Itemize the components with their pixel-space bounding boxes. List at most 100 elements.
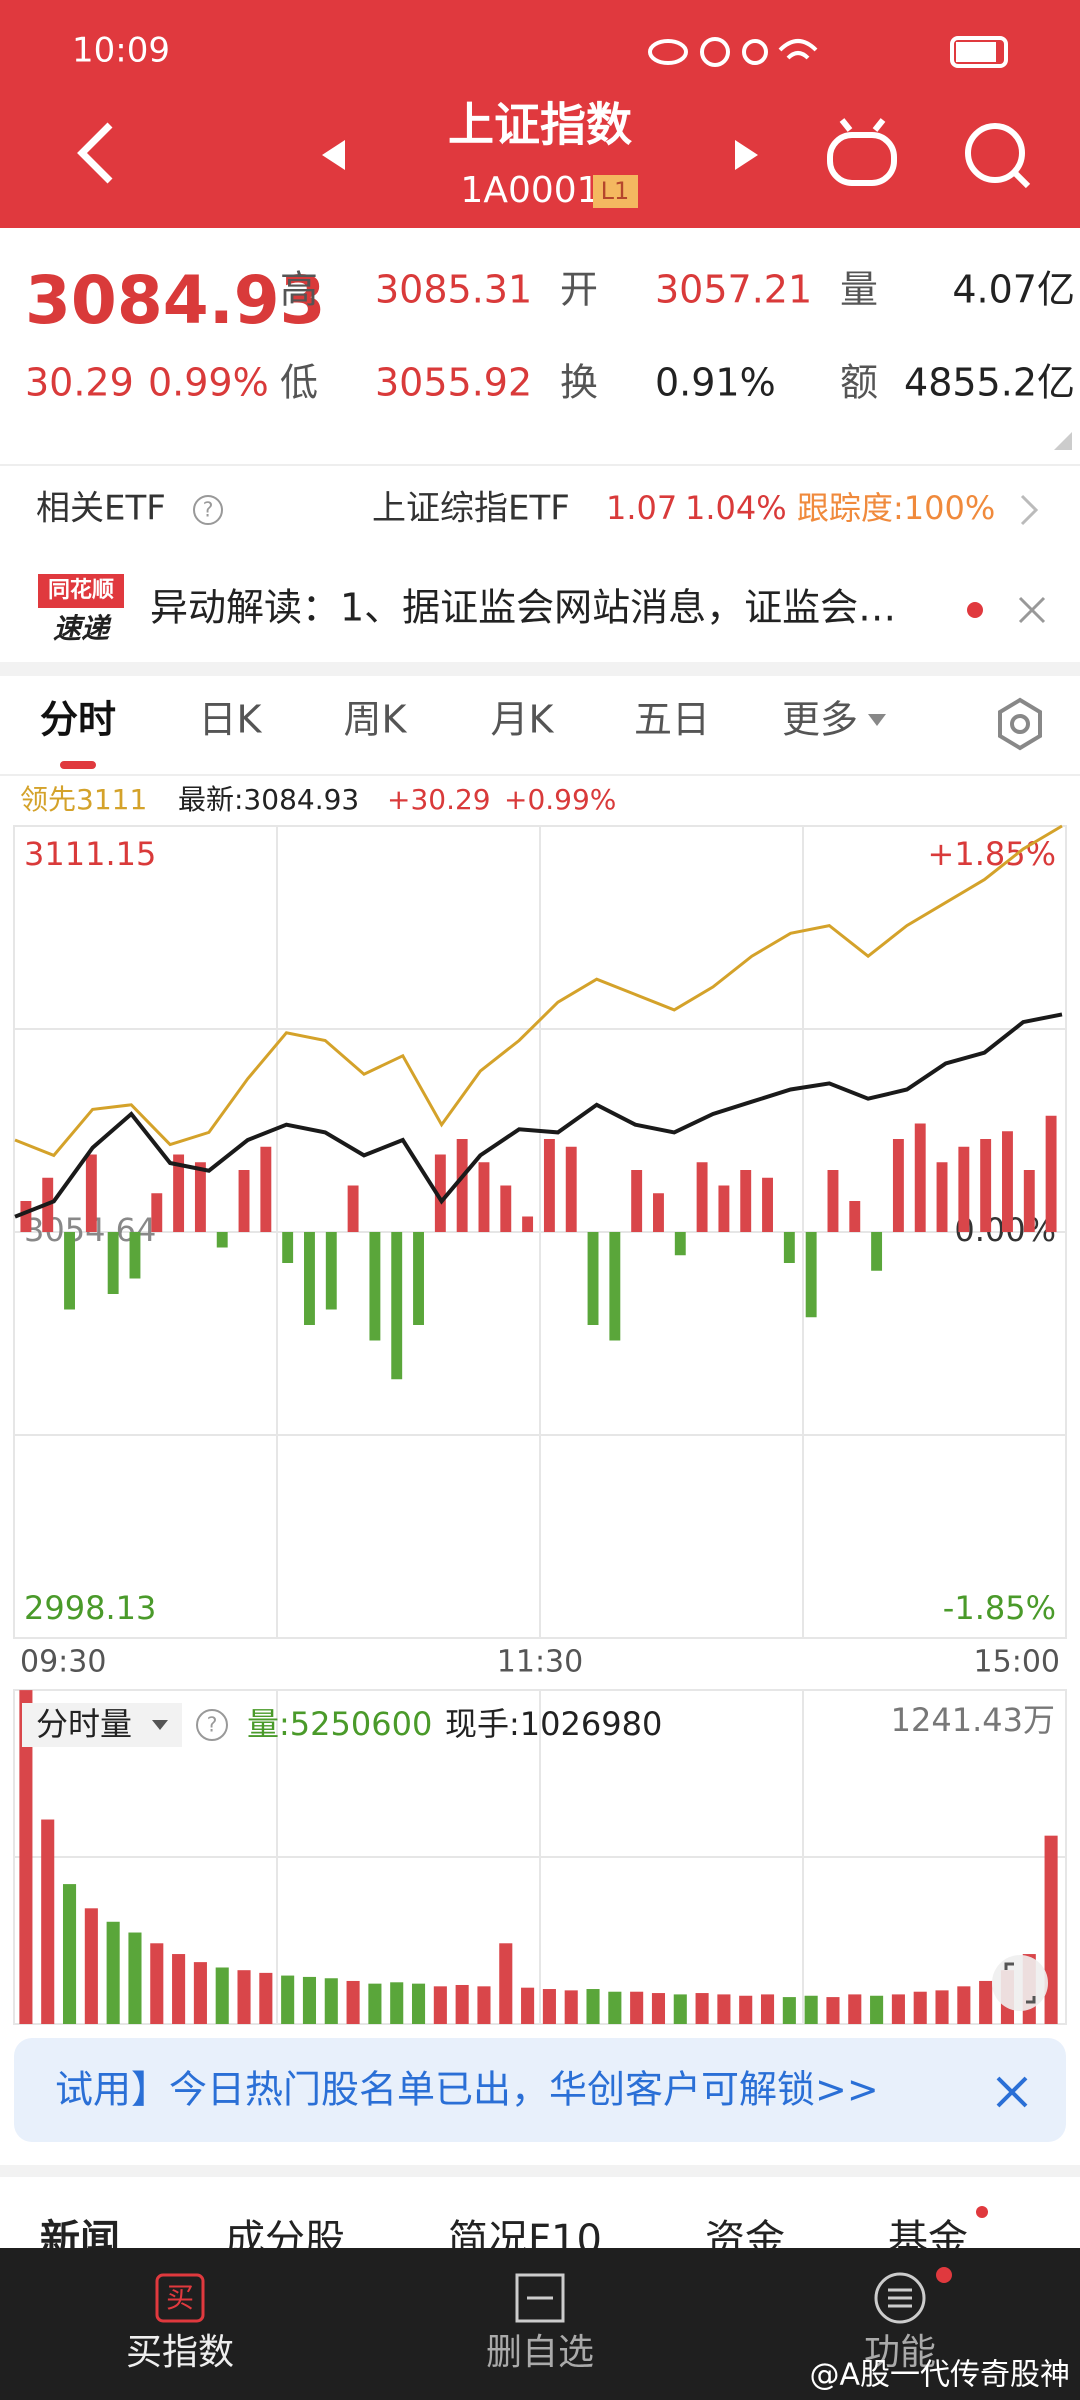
battery (956, 42, 996, 62)
volume-select[interactable] (22, 1703, 182, 1747)
change: 30.29 (25, 361, 134, 405)
banner[interactable] (14, 2038, 1066, 2142)
help-icon[interactable] (193, 495, 223, 525)
volume-bar (281, 1975, 295, 2024)
change-bar (849, 1201, 861, 1232)
volume-bar (1044, 1835, 1058, 2024)
field-value: 3057.21 (655, 268, 812, 312)
search-icon[interactable] (965, 123, 1031, 189)
help-icon[interactable] (196, 1709, 228, 1741)
settings-icon[interactable] (998, 697, 1042, 751)
field-value: 0.91% (655, 361, 776, 405)
change-bar (696, 1162, 708, 1232)
help-q: ? (207, 1713, 218, 1737)
etf-price: 1.07 (606, 489, 677, 527)
volume-bar (782, 1997, 796, 2024)
volume-bar (172, 1954, 186, 2024)
volume-bar (564, 1990, 578, 2024)
prev-button[interactable] (322, 140, 345, 170)
price-line (14, 824, 1063, 1158)
status-time: 10:09 (72, 31, 170, 71)
volume-bar (760, 1994, 775, 2024)
change-bar (914, 1123, 926, 1232)
help-q: ? (203, 498, 214, 522)
volume-bar (542, 1989, 556, 2024)
function-icon[interactable] (874, 2272, 926, 2324)
tab[interactable]: 日K (199, 698, 263, 742)
banner-text: 试用】今日热门股名单已出，华创客户可解锁>> (55, 2068, 879, 2112)
change-bar (238, 1170, 250, 1232)
legend-lead: 领先3111 (20, 783, 147, 816)
nav-label[interactable]: 买指数 (126, 2332, 234, 2373)
settings-dot (1010, 714, 1030, 734)
volume-bar (651, 1993, 666, 2024)
change-bar (718, 1185, 730, 1232)
tab[interactable]: 五日 (634, 698, 710, 742)
field-value: 3085.31 (375, 268, 532, 312)
news-text[interactable]: 异动解读：1、据证监会网站消息，证监会… (150, 586, 896, 630)
remove-icon[interactable] (515, 2273, 565, 2323)
change-bar (173, 1154, 185, 1232)
y-tick-label: 2998.13 (24, 1589, 156, 1627)
volume-bar (390, 1982, 404, 2024)
field-label: 高 (280, 268, 318, 312)
nav-label[interactable]: 功能 (864, 2332, 936, 2373)
change-bar (282, 1232, 294, 1263)
volume-bar (826, 1997, 840, 2024)
tab[interactable]: 周K (344, 698, 408, 742)
next-button[interactable] (735, 140, 758, 170)
buy-icon-text: 买 (166, 2281, 194, 2314)
x-tick-label: 11:30 (497, 1645, 583, 1680)
field-label: 换 (560, 361, 598, 405)
pct-label: -1.85% (943, 1589, 1056, 1627)
volume-bar (41, 1819, 55, 2024)
field-label: 额 (840, 361, 878, 405)
expand-button[interactable] (992, 1955, 1048, 2011)
news-dot (967, 602, 983, 618)
volume-bar (935, 1990, 949, 2024)
code: 1A0001 (460, 170, 599, 211)
nav-label[interactable]: 删自选 (486, 2332, 594, 2373)
change-bar (391, 1232, 403, 1380)
chart-grid (13, 825, 1067, 2025)
field-label: 开 (560, 268, 598, 312)
etf-name: 上证综指ETF (372, 489, 570, 529)
change-bar (892, 1139, 904, 1232)
separator (0, 662, 1080, 676)
volume-bar (608, 1991, 622, 2024)
banner-close[interactable] (996, 2076, 1028, 2108)
tab[interactable]: 分时 (40, 698, 116, 742)
volume-bar (215, 1967, 229, 2024)
field-value: 4855.2亿 (904, 361, 1075, 405)
field-value: 4.07亿 (952, 268, 1075, 312)
change-bar (674, 1232, 686, 1256)
function-dot (936, 2267, 952, 2283)
badge-bottom: 速递 (53, 612, 112, 645)
dropdown-arrow (152, 1720, 168, 1730)
volume-bar (739, 1995, 753, 2024)
function-lines (888, 2288, 912, 2308)
x-tick-label: 15:00 (974, 1645, 1060, 1680)
robot-icon[interactable] (827, 118, 897, 186)
change-bar (304, 1232, 315, 1325)
tab[interactable]: 月K (491, 698, 555, 742)
volume-total: 量:5250600 (247, 1705, 432, 1743)
volume-bar (128, 1932, 142, 2024)
volume-bar (717, 1994, 731, 2024)
news-close[interactable] (1018, 596, 1046, 624)
header-bg (0, 0, 1080, 228)
volume-bar (891, 1994, 905, 2024)
etf-chevron[interactable] (1020, 494, 1039, 526)
volume-bar (193, 1962, 207, 2024)
buy-icon[interactable] (155, 2273, 205, 2323)
change-bar (369, 1232, 381, 1341)
etf-pct: 1.04% (685, 489, 787, 527)
change-bar (740, 1170, 752, 1232)
back-button[interactable] (77, 122, 113, 184)
change-bar (543, 1139, 555, 1232)
change-bar (20, 1201, 32, 1232)
status-icons (648, 36, 1008, 68)
volume-bar (499, 1943, 513, 2024)
y-tick-label: 1241.43万 (891, 1701, 1055, 1739)
tab[interactable]: 更多 (782, 698, 858, 742)
